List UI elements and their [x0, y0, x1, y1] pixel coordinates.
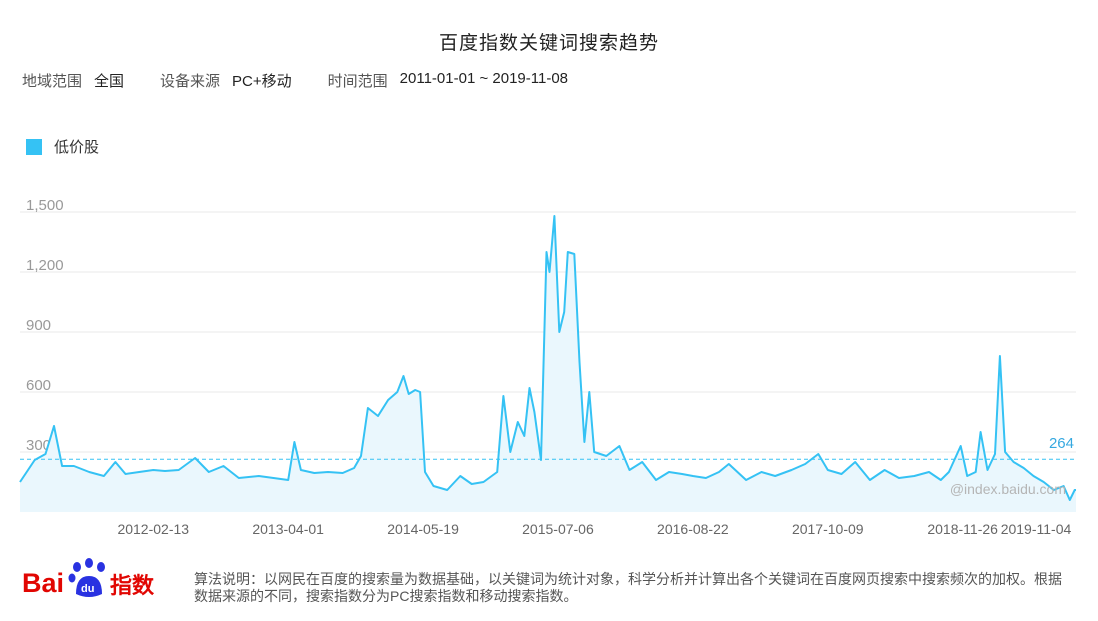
- algorithm-note: 算法说明：以网民在百度的搜索量为数据基础，以关键词为统计对象，科学分析并计算出各…: [194, 571, 1062, 604]
- filter-bar: 地域范围 全国 设备来源 PC+移动 时间范围 2011-01-01 ~ 201…: [22, 70, 604, 91]
- y-tick-label: 1,200: [26, 257, 64, 274]
- x-axis-labels: 2012-02-13 2013-04-01 2014-05-19 2015-07-06…: [117, 521, 1071, 537]
- time-value[interactable]: 2011-01-01 ~ 2019-11-08: [399, 70, 568, 87]
- legend[interactable]: 低价股: [26, 136, 99, 157]
- series-area: [20, 216, 1076, 512]
- x-tick-label: 2015-07-06: [522, 521, 594, 537]
- device-value[interactable]: PC+移动: [232, 73, 292, 90]
- region-value[interactable]: 全国: [94, 73, 125, 90]
- x-tick-label: 2018-11-26: [927, 521, 998, 537]
- y-axis-labels: 300 600 900 1,200 1,500: [26, 197, 64, 454]
- y-tick-label: 600: [26, 377, 51, 394]
- y-tick-label: 900: [26, 317, 51, 334]
- x-tick-label: 2014-05-19: [387, 521, 459, 537]
- x-tick-label: 2019-11-04: [1001, 521, 1072, 537]
- y-tick-label: 1,500: [26, 197, 64, 214]
- time-label: 时间范围: [327, 73, 388, 90]
- legend-swatch: [26, 138, 42, 155]
- region-label: 地域范围: [22, 73, 83, 90]
- svg-text:du: du: [81, 583, 94, 595]
- x-tick-label: 2017-10-09: [792, 521, 864, 537]
- svg-text:Bai: Bai: [22, 568, 64, 598]
- chart-title: 百度指数关键词搜索趋势: [438, 33, 659, 54]
- legend-label: 低价股: [54, 139, 100, 156]
- trend-chart: 300 600 900 1,200 1,500 264 @index.baidu.com…: [19, 197, 1076, 537]
- x-tick-label: 2013-04-01: [252, 521, 324, 537]
- paw-icon: [68, 558, 105, 597]
- series-line: [19, 215, 1076, 501]
- device-label: 设备来源: [160, 73, 221, 90]
- x-tick-label: 2016-08-22: [657, 521, 729, 537]
- y-tick-label: 300: [26, 437, 51, 454]
- x-tick-label: 2012-02-13: [117, 521, 189, 537]
- watermark: @index.baidu.com: [950, 481, 1066, 497]
- svg-text:指数: 指数: [110, 573, 155, 599]
- baidu-index-logo[interactable]: Bai du 指数: [22, 556, 172, 606]
- average-label: 264: [1049, 435, 1074, 452]
